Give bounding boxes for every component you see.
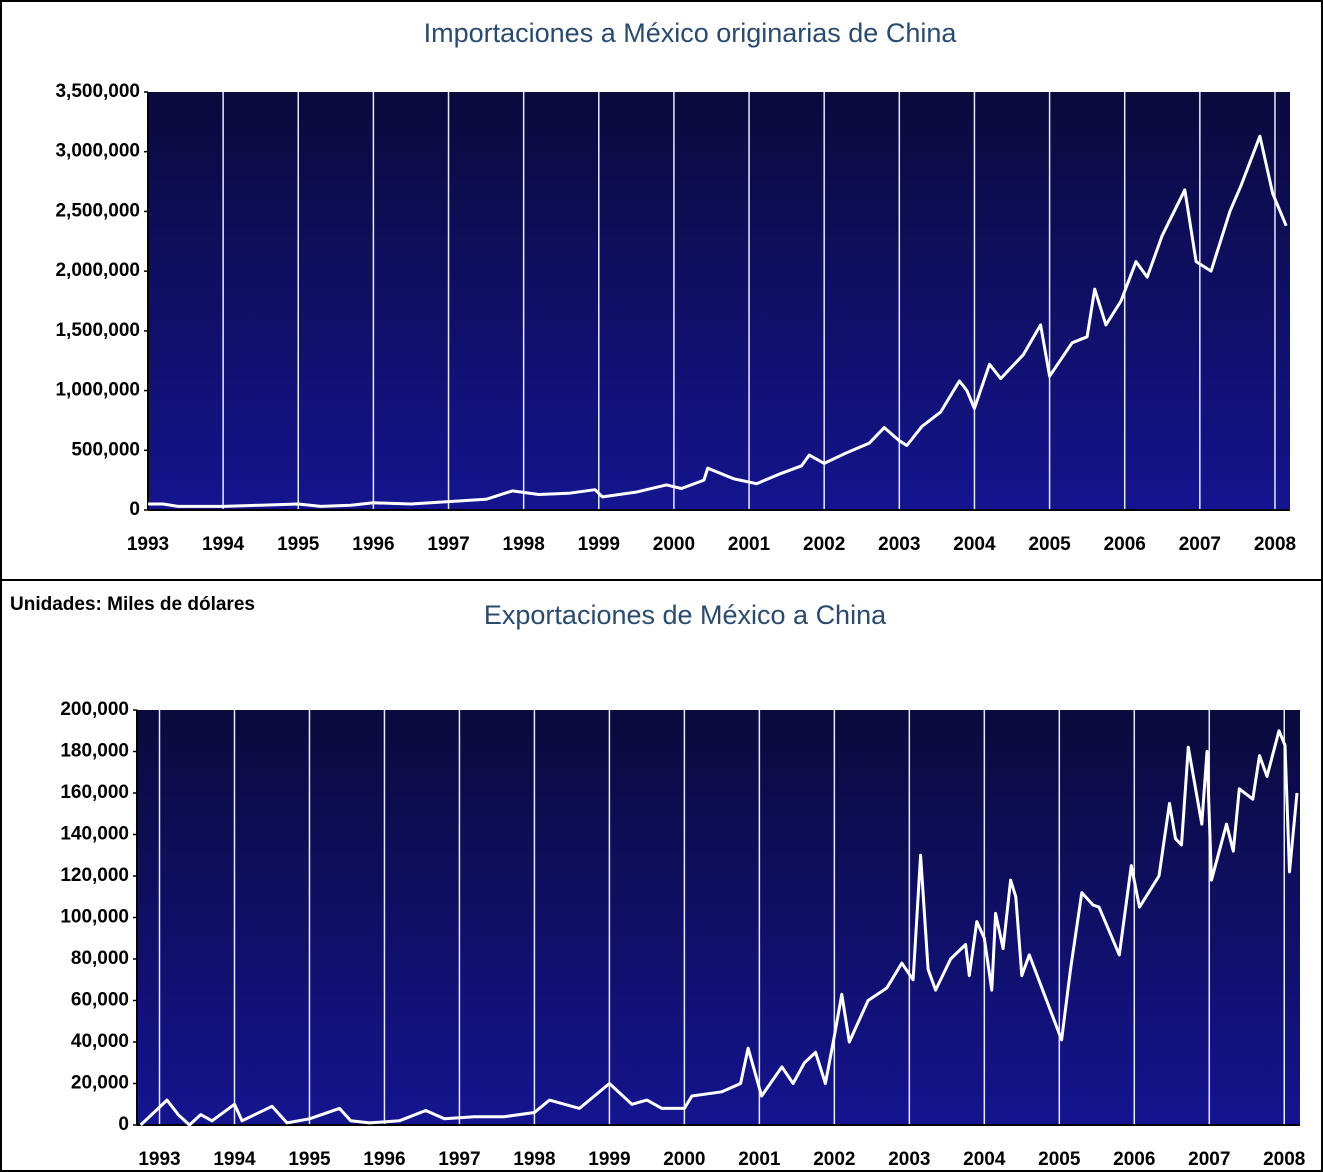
y-tick-label: 500,000 [71,439,140,460]
y-tick-label: 40,000 [71,1031,129,1052]
y-tick-label: 2,500,000 [55,200,140,221]
x-tick-label: 1999 [588,1149,630,1170]
y-tick-label: 1,000,000 [55,380,140,401]
plot-area [148,92,1290,510]
x-tick-label: 2001 [728,534,771,555]
x-tick-label: 1994 [202,534,245,555]
x-tick-label: 1996 [352,534,394,555]
x-tick-label: 2002 [813,1149,855,1170]
y-tick-label: 180,000 [60,741,129,762]
x-tick-label: 2003 [878,534,920,555]
x-tick-label: 2000 [653,534,695,555]
x-tick-label: 2006 [1113,1149,1155,1170]
y-tick-label: 120,000 [60,865,129,886]
x-tick-label: 1994 [213,1149,256,1170]
data-line [139,729,1299,1127]
x-tick-label: 2000 [663,1149,705,1170]
x-tick-label: 1996 [363,1149,405,1170]
y-tick-label: 20,000 [71,1073,129,1094]
x-tick-label: 2004 [953,534,996,555]
x-tick-label: 2007 [1179,534,1221,555]
y-tick-label: 100,000 [60,907,129,928]
data-line [148,134,1288,508]
units-note: Unidades: Miles de dólares [10,594,255,615]
y-tick-label: 0 [118,1114,129,1135]
x-tick-label: 1995 [277,534,320,555]
x-tick-label: 1995 [288,1149,331,1170]
y-tick-label: 1,500,000 [55,320,140,341]
y-tick-label: 80,000 [71,948,129,969]
y-tick-label: 3,000,000 [55,141,140,162]
chart-title: Importaciones a México originarias de Ch… [424,18,958,48]
x-tick-label: 2002 [803,534,845,555]
x-tick-label: 1998 [503,534,545,555]
x-tick-label: 2008 [1254,534,1296,555]
x-tick-label: 2005 [1038,1149,1081,1170]
y-tick-label: 140,000 [60,824,129,845]
y-tick-label: 2,000,000 [55,260,140,281]
x-tick-label: 1997 [438,1149,480,1170]
x-tick-label: 2004 [963,1149,1006,1170]
x-tick-label: 2006 [1104,534,1146,555]
x-tick-label: 1997 [427,534,469,555]
plot-area [137,710,1300,1125]
chart-title: Exportaciones de México a China [484,600,887,630]
x-tick-label: 1993 [138,1149,180,1170]
x-tick-label: 2005 [1028,534,1071,555]
y-tick-label: 60,000 [71,990,129,1011]
x-tick-label: 2001 [738,1149,781,1170]
y-tick-label: 0 [129,499,140,520]
x-tick-label: 1998 [513,1149,555,1170]
x-tick-label: 1993 [127,534,169,555]
x-tick-label: 2008 [1263,1149,1305,1170]
y-tick-label: 200,000 [60,699,129,720]
x-tick-label: 2003 [888,1149,930,1170]
x-tick-label: 2007 [1188,1149,1230,1170]
x-tick-label: 1999 [578,534,620,555]
y-tick-label: 160,000 [60,782,129,803]
y-tick-label: 3,500,000 [55,81,140,102]
